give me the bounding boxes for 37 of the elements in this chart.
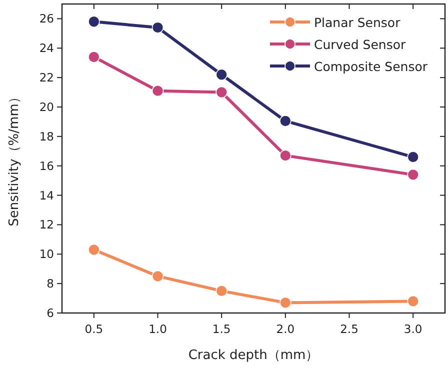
legend-label: Composite Sensor xyxy=(314,59,428,74)
y-tick-label: 8 xyxy=(46,276,54,291)
x-axis-title: Crack depth（mm） xyxy=(188,348,319,363)
x-tick-label: 1.0 xyxy=(148,322,167,336)
y-tick-label: 20 xyxy=(39,100,54,114)
point xyxy=(216,285,228,297)
point xyxy=(216,86,228,98)
point xyxy=(280,296,292,309)
y-tick-label: 12 xyxy=(39,218,54,232)
point xyxy=(280,115,292,127)
y-tick-label: 10 xyxy=(39,247,54,262)
legend-label: Planar Sensor xyxy=(314,15,402,30)
point xyxy=(88,244,100,256)
x-tick-label: 1.5 xyxy=(212,322,231,336)
x-tick-label: 3.0 xyxy=(404,322,422,336)
point xyxy=(407,151,419,163)
legend-label: Curved Sensor xyxy=(314,37,406,52)
point xyxy=(280,150,292,162)
point xyxy=(152,22,164,34)
x-tick-label: 2.5 xyxy=(340,322,358,336)
y-tick-label: 6 xyxy=(46,306,54,320)
y-tick-label: 26 xyxy=(39,12,54,26)
y-tick-label: 14 xyxy=(39,188,54,202)
x-tick-label: 0.5 xyxy=(84,322,104,336)
y-axis-title: Sensitivity（%/mm） xyxy=(7,90,22,226)
point xyxy=(88,51,100,63)
y-tick-label: 22 xyxy=(39,70,54,85)
point xyxy=(407,295,419,308)
y-tick-label: 18 xyxy=(39,129,54,144)
y-tick-label: 16 xyxy=(39,158,54,173)
point xyxy=(152,270,164,282)
point xyxy=(88,16,100,28)
point xyxy=(216,68,228,81)
point xyxy=(152,84,164,97)
x-tick-label: 2.0 xyxy=(276,322,295,336)
point xyxy=(407,168,419,181)
y-tick-label: 24 xyxy=(39,41,54,56)
